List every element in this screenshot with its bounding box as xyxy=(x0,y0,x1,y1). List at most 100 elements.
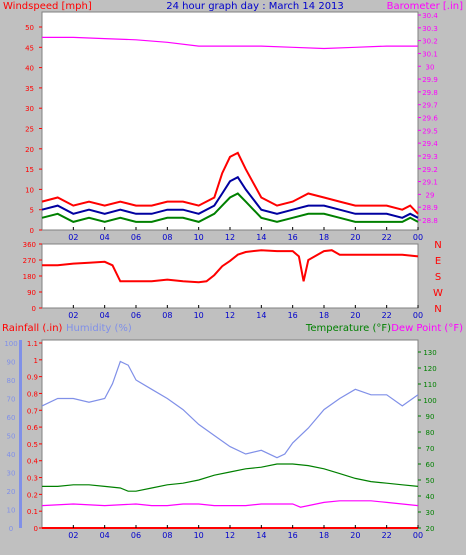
y-tick-label: 29.1 xyxy=(422,179,438,187)
windspeed-axis-label: Windspeed [mph] xyxy=(3,1,92,12)
x-tick-label: 02 xyxy=(68,531,78,540)
wind-series xyxy=(41,36,419,223)
y-tick-label: 29.6 xyxy=(422,115,438,123)
y-tick-label: 60 xyxy=(7,414,16,422)
x-tick-label: 06 xyxy=(131,531,141,540)
y-tick-label: 0.5 xyxy=(27,441,38,449)
y-tick-label: 30 xyxy=(426,509,435,517)
y-tick-label: 100 xyxy=(4,340,17,348)
direction-plot-area xyxy=(41,243,419,309)
x-tick-label: 16 xyxy=(288,311,298,320)
x-tick-label: 10 xyxy=(194,233,204,242)
y-tick-label: 90 xyxy=(426,413,435,421)
x-tick-label: 18 xyxy=(319,311,329,320)
y-tick-label: 30.1 xyxy=(422,50,438,58)
y-tick-label: 100 xyxy=(423,397,436,405)
temperature-tick-labels: 20 30 40 50 60 70 80 90 100 110 120 130 xyxy=(418,349,437,533)
y-tick-label: 1 xyxy=(34,357,38,365)
x-tick-label: 20 xyxy=(350,311,360,320)
y-tick-label: 0.7 xyxy=(27,407,38,415)
y-tick-label: 70 xyxy=(7,396,16,404)
x-tick-label: 00 xyxy=(413,311,423,320)
rainfall-axis-label: Rainfall (.in) xyxy=(2,323,63,334)
x-tick-label: 10 xyxy=(194,531,204,540)
direction-x-tick-labels: 02 04 06 08 10 12 14 16 18 20 22 00 xyxy=(68,305,423,320)
humidity-tick-labels: 0 10 20 30 40 50 60 70 80 90 100 xyxy=(4,340,17,533)
x-tick-label: 16 xyxy=(288,233,298,242)
y-tick-label: 20 xyxy=(426,525,435,533)
x-tick-label: 08 xyxy=(162,531,172,540)
y-tick-label: 0.8 xyxy=(27,390,38,398)
y-tick-label: 270 xyxy=(23,257,36,265)
x-tick-label: 20 xyxy=(350,531,360,540)
y-tick-label: 29 xyxy=(426,191,435,199)
rainfall-tick-labels: 0 0.1 0.2 0.3 0.4 0.5 0.6 0.7 0.8 0.9 1 1.1 xyxy=(27,340,42,533)
y-tick-label: 20 xyxy=(25,146,34,154)
x-tick-label: 02 xyxy=(68,311,78,320)
y-tick-label: 30 xyxy=(426,63,435,71)
y-tick-label: 0.9 xyxy=(27,374,38,382)
y-tick-label: 30.2 xyxy=(422,38,438,46)
x-tick-label: 14 xyxy=(256,233,266,242)
x-tick-label: 18 xyxy=(319,531,329,540)
x-tick-label: 12 xyxy=(225,233,235,242)
x-tick-label: 22 xyxy=(382,233,392,242)
humidity-temperature-panel: Rainfall (.in) Humidity (%) Temperature … xyxy=(2,323,463,540)
y-tick-label: 60 xyxy=(426,461,435,469)
series-line xyxy=(42,463,419,492)
humidity-plot-area xyxy=(41,339,419,529)
humidity-axis-label: Humidity (%) xyxy=(66,323,132,334)
x-tick-label: 16 xyxy=(288,531,298,540)
y-tick-label: 25 xyxy=(25,126,34,134)
compass-label: N xyxy=(434,304,441,315)
compass-label: W xyxy=(433,288,443,299)
dewpoint-axis-label: Dew Point (°F) xyxy=(391,323,463,334)
humidity-x-tick-labels: 02 04 06 08 10 12 14 16 18 20 22 00 xyxy=(68,525,423,540)
windspeed-tick-labels: 0 5 10 15 20 25 30 35 40 45 50 xyxy=(25,24,42,235)
y-tick-label: 35 xyxy=(25,85,34,93)
y-tick-label: 0 xyxy=(34,525,38,533)
x-tick-label: 14 xyxy=(256,531,266,540)
y-tick-label: 0.1 xyxy=(27,508,38,516)
x-tick-label: 20 xyxy=(350,233,360,242)
y-tick-label: 29.3 xyxy=(422,153,438,161)
y-tick-label: 30 xyxy=(25,105,34,113)
y-tick-label: 0.4 xyxy=(27,458,39,466)
y-tick-label: 0.2 xyxy=(27,491,38,499)
y-tick-label: 0 xyxy=(30,227,34,235)
y-tick-label: 1.1 xyxy=(27,340,38,348)
y-tick-label: 130 xyxy=(423,349,436,357)
direction-series xyxy=(42,249,419,284)
x-tick-label: 18 xyxy=(319,233,329,242)
y-tick-label: 28.8 xyxy=(422,217,438,225)
compass-label: S xyxy=(435,272,441,283)
wind-x-tick-labels: 02 04 06 08 10 12 14 16 18 20 22 00 xyxy=(68,227,423,242)
compass-label: E xyxy=(435,256,441,267)
series-line xyxy=(42,36,418,50)
y-tick-label: 29.8 xyxy=(422,89,438,97)
x-tick-label: 00 xyxy=(413,233,423,242)
y-tick-label: 20 xyxy=(7,488,16,496)
x-tick-label: 06 xyxy=(131,311,141,320)
y-tick-label: 45 xyxy=(25,44,34,52)
series-line xyxy=(41,192,419,223)
y-tick-label: 28.9 xyxy=(422,204,438,212)
y-tick-label: 29.4 xyxy=(422,140,438,148)
y-tick-label: 5 xyxy=(30,207,34,215)
y-tick-label: 50 xyxy=(25,24,34,32)
series-line xyxy=(42,249,419,284)
compass-label: N xyxy=(434,240,441,251)
y-tick-label: 30.3 xyxy=(422,25,438,33)
y-tick-label: 360 xyxy=(23,241,36,249)
y-tick-label: 50 xyxy=(7,433,16,441)
y-tick-label: 29.5 xyxy=(422,127,438,135)
y-tick-label: 0.3 xyxy=(27,475,38,483)
series-line xyxy=(41,175,419,219)
x-tick-label: 04 xyxy=(100,233,110,242)
humidity-axis-bar xyxy=(19,340,22,528)
direction-tick-labels: 0 90 180 270 360 xyxy=(23,241,42,313)
x-tick-label: 08 xyxy=(162,311,172,320)
